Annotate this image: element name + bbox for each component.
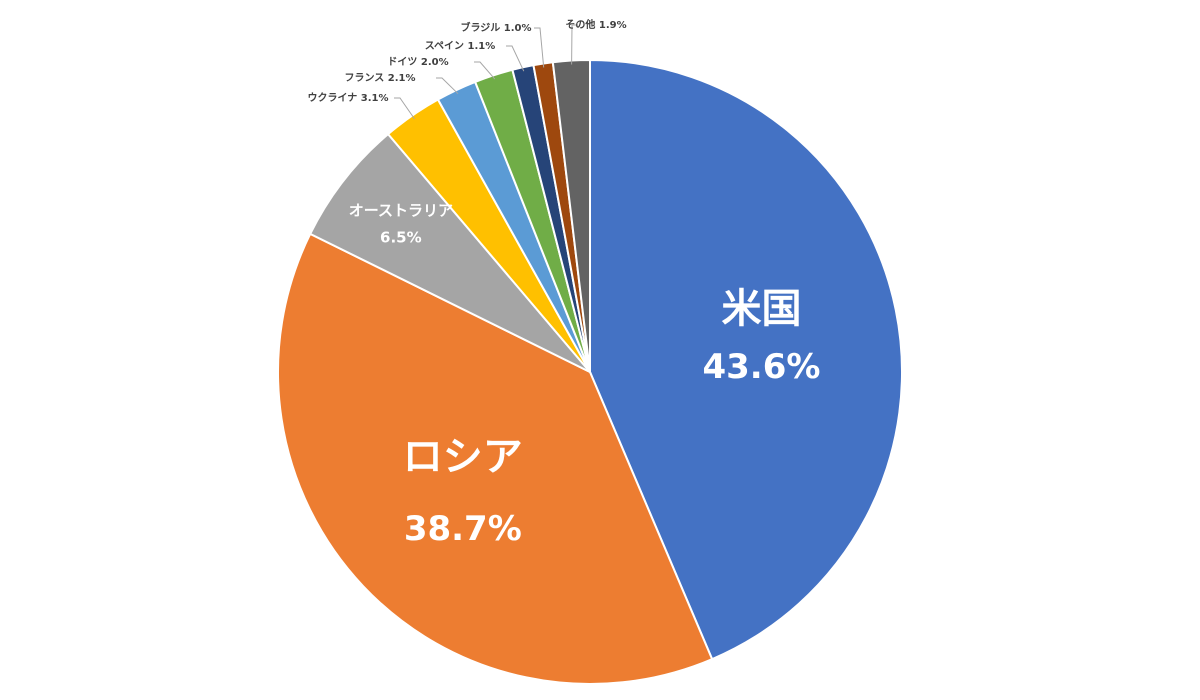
labels-layer: 米国 43.6% ロシア 38.7% オーストラリア 6.5% ウクライナ 3.1% フランス… xyxy=(307,18,820,549)
slice-outside-label-6: スペイン 1.1% xyxy=(425,40,496,52)
slice-outside-label-7: ブラジル 1.0% xyxy=(460,21,531,34)
slice-name-label-0: 米国 xyxy=(721,286,801,332)
slice-0 xyxy=(589,58,903,661)
slice-value-label-2: 6.5% xyxy=(380,229,422,247)
slices-layer xyxy=(277,58,903,685)
slice-outside-label-8: その他 1.9% xyxy=(565,18,626,31)
slice-1 xyxy=(277,232,714,685)
leader-line-3 xyxy=(394,97,415,120)
leader-lines-layer xyxy=(394,24,578,120)
slice-outside-label-4: フランス 2.1% xyxy=(344,72,415,84)
leader-line-6 xyxy=(506,45,525,72)
slice-name-label-2: オーストラリア xyxy=(349,202,453,220)
leader-line-5 xyxy=(474,61,496,80)
leader-line-4 xyxy=(436,77,459,95)
slice-value-label-0: 43.6% xyxy=(702,347,820,387)
slice-outside-label-5: ドイツ 2.0% xyxy=(387,56,448,68)
slice-2 xyxy=(308,132,591,373)
slice-outside-label-3: ウクライナ 3.1% xyxy=(307,92,388,104)
leader-line-7 xyxy=(534,27,545,68)
slice-name-label-1: ロシア xyxy=(403,434,523,480)
leader-line-8 xyxy=(571,24,578,65)
slice-value-label-1: 38.7% xyxy=(404,509,522,549)
